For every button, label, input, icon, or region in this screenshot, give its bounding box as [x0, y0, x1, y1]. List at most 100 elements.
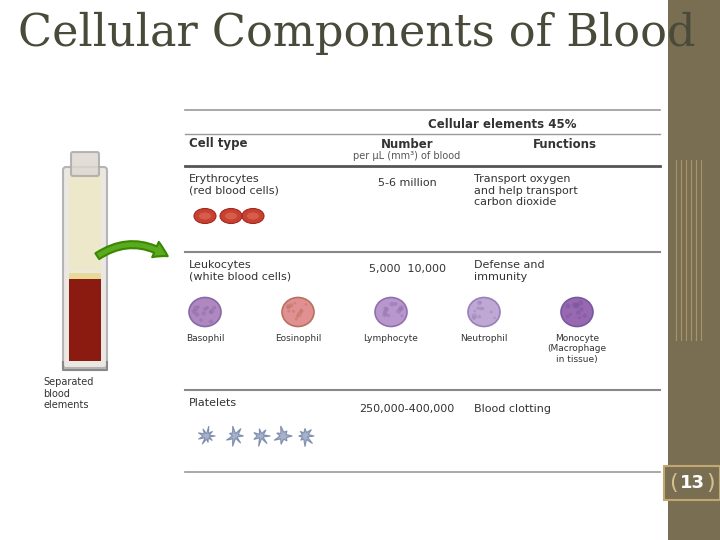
- Circle shape: [382, 313, 387, 317]
- Ellipse shape: [375, 298, 407, 327]
- Text: 5-6 million: 5-6 million: [378, 178, 436, 188]
- Circle shape: [394, 302, 397, 306]
- Text: Platelets: Platelets: [189, 398, 237, 408]
- Text: Number: Number: [381, 138, 433, 151]
- Text: 250,000-400,000: 250,000-400,000: [359, 404, 455, 414]
- Text: Leukocytes
(white blood cells): Leukocytes (white blood cells): [189, 260, 291, 281]
- Text: Monocyte
(Macrophage
in tissue): Monocyte (Macrophage in tissue): [547, 334, 606, 364]
- Circle shape: [472, 316, 476, 320]
- Polygon shape: [254, 429, 271, 447]
- Ellipse shape: [199, 213, 211, 219]
- Circle shape: [192, 309, 197, 314]
- Text: 13: 13: [680, 474, 704, 492]
- Text: Cellular Components of Blood: Cellular Components of Blood: [18, 12, 696, 55]
- Text: Basophil: Basophil: [186, 334, 224, 343]
- Polygon shape: [299, 428, 314, 447]
- Circle shape: [300, 309, 304, 313]
- Ellipse shape: [194, 208, 216, 224]
- Circle shape: [296, 315, 300, 318]
- Text: Cell type: Cell type: [189, 138, 248, 151]
- Circle shape: [287, 309, 290, 313]
- Circle shape: [565, 303, 571, 309]
- Circle shape: [292, 310, 295, 313]
- Circle shape: [477, 306, 480, 310]
- Circle shape: [289, 303, 294, 307]
- Circle shape: [490, 310, 492, 314]
- Text: Transport oxygen
and help transport
carbon dioxide: Transport oxygen and help transport carb…: [474, 174, 577, 207]
- Circle shape: [297, 312, 302, 316]
- Text: Functions: Functions: [533, 138, 597, 151]
- Circle shape: [193, 306, 199, 311]
- Circle shape: [479, 301, 482, 304]
- Circle shape: [578, 316, 581, 319]
- Text: Separated
blood
elements: Separated blood elements: [43, 377, 94, 410]
- Circle shape: [209, 309, 215, 314]
- Circle shape: [576, 310, 580, 315]
- Circle shape: [203, 307, 207, 311]
- Circle shape: [390, 301, 395, 307]
- Circle shape: [195, 312, 199, 317]
- Circle shape: [387, 314, 390, 318]
- Ellipse shape: [561, 298, 593, 327]
- Circle shape: [575, 302, 579, 307]
- Circle shape: [399, 307, 403, 312]
- Text: Blood clotting: Blood clotting: [474, 404, 551, 414]
- FancyBboxPatch shape: [69, 273, 101, 283]
- Circle shape: [209, 310, 212, 314]
- Text: per μL (mm³) of blood: per μL (mm³) of blood: [354, 151, 461, 161]
- Ellipse shape: [282, 298, 314, 327]
- FancyBboxPatch shape: [0, 0, 668, 540]
- Circle shape: [569, 313, 572, 316]
- Ellipse shape: [220, 208, 242, 224]
- Circle shape: [398, 305, 404, 311]
- FancyBboxPatch shape: [668, 0, 720, 540]
- Circle shape: [577, 300, 583, 306]
- Circle shape: [197, 305, 200, 308]
- Circle shape: [382, 310, 387, 315]
- Text: (: (: [669, 473, 678, 493]
- Text: Lymphocyte: Lymphocyte: [364, 334, 418, 343]
- Circle shape: [396, 309, 401, 314]
- Circle shape: [566, 314, 570, 318]
- Text: Neutrophil: Neutrophil: [460, 334, 508, 343]
- Text: Erythrocytes
(red blood cells): Erythrocytes (red blood cells): [189, 174, 279, 195]
- Polygon shape: [198, 426, 215, 444]
- Circle shape: [294, 318, 297, 321]
- Ellipse shape: [189, 298, 221, 327]
- Circle shape: [480, 307, 483, 310]
- FancyBboxPatch shape: [69, 279, 101, 361]
- Text: 5,000  10,000: 5,000 10,000: [369, 264, 446, 274]
- Circle shape: [493, 316, 496, 319]
- Circle shape: [482, 307, 485, 310]
- Text: Eosinophil: Eosinophil: [275, 334, 321, 343]
- Circle shape: [477, 300, 482, 305]
- Circle shape: [206, 306, 209, 309]
- Circle shape: [212, 306, 216, 310]
- Ellipse shape: [225, 213, 237, 219]
- Circle shape: [477, 315, 481, 319]
- Polygon shape: [226, 426, 243, 447]
- Circle shape: [400, 314, 403, 317]
- Circle shape: [287, 304, 291, 308]
- Polygon shape: [274, 426, 292, 444]
- Ellipse shape: [242, 208, 264, 224]
- Ellipse shape: [247, 213, 259, 219]
- Circle shape: [384, 307, 389, 312]
- FancyBboxPatch shape: [664, 466, 720, 500]
- Circle shape: [473, 310, 476, 313]
- Circle shape: [572, 302, 577, 307]
- Circle shape: [383, 307, 387, 310]
- Circle shape: [300, 309, 302, 312]
- Circle shape: [202, 311, 206, 315]
- FancyBboxPatch shape: [69, 173, 101, 271]
- Circle shape: [287, 306, 290, 309]
- Circle shape: [472, 313, 477, 319]
- FancyBboxPatch shape: [63, 167, 107, 368]
- Circle shape: [199, 319, 203, 322]
- Circle shape: [574, 303, 578, 308]
- Circle shape: [305, 303, 307, 306]
- FancyArrowPatch shape: [95, 241, 168, 259]
- Circle shape: [582, 314, 587, 318]
- Text: ): ): [706, 473, 715, 493]
- Text: Defense and
immunity: Defense and immunity: [474, 260, 544, 281]
